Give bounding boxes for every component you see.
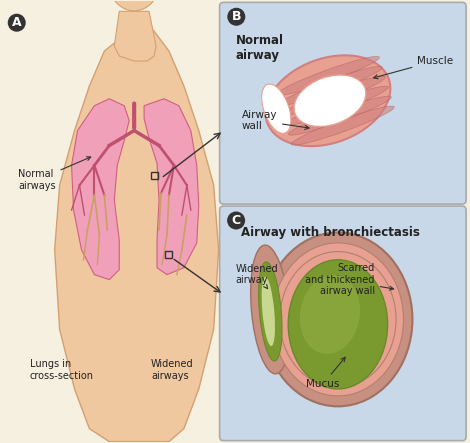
Ellipse shape — [280, 66, 382, 105]
Ellipse shape — [258, 262, 282, 361]
Ellipse shape — [288, 260, 388, 389]
Polygon shape — [144, 99, 199, 275]
Text: A: A — [12, 16, 22, 29]
Ellipse shape — [266, 55, 391, 146]
Ellipse shape — [289, 96, 392, 135]
Text: Muscle: Muscle — [374, 56, 454, 79]
Text: Widened
airways: Widened airways — [151, 359, 194, 381]
Bar — [165, 251, 172, 258]
Text: Widened
airway: Widened airway — [235, 264, 278, 289]
Ellipse shape — [262, 277, 275, 346]
Ellipse shape — [280, 252, 396, 387]
Ellipse shape — [300, 275, 360, 354]
Polygon shape — [71, 99, 129, 280]
Ellipse shape — [251, 245, 290, 374]
FancyBboxPatch shape — [219, 2, 466, 204]
Text: Normal
airway: Normal airway — [235, 34, 283, 62]
Ellipse shape — [272, 243, 403, 396]
Text: Lungs in
cross-section: Lungs in cross-section — [30, 359, 94, 381]
Polygon shape — [114, 12, 156, 61]
Text: Mucus: Mucus — [306, 357, 345, 389]
Ellipse shape — [291, 106, 394, 145]
Text: C: C — [232, 214, 241, 227]
Text: Normal
airways: Normal airways — [18, 157, 91, 191]
Ellipse shape — [263, 233, 413, 406]
Text: B: B — [232, 10, 241, 23]
Polygon shape — [55, 21, 219, 442]
FancyBboxPatch shape — [219, 206, 466, 441]
Ellipse shape — [276, 56, 379, 95]
Ellipse shape — [262, 84, 291, 133]
Text: Airway with bronchiectasis: Airway with bronchiectasis — [242, 226, 420, 239]
Ellipse shape — [285, 86, 388, 125]
Text: Airway
wall: Airway wall — [242, 110, 309, 132]
Ellipse shape — [294, 75, 366, 127]
Ellipse shape — [282, 76, 385, 115]
Ellipse shape — [110, 0, 159, 11]
Text: Scarred
and thickened
airway wall: Scarred and thickened airway wall — [306, 263, 393, 296]
Bar — [150, 172, 157, 179]
